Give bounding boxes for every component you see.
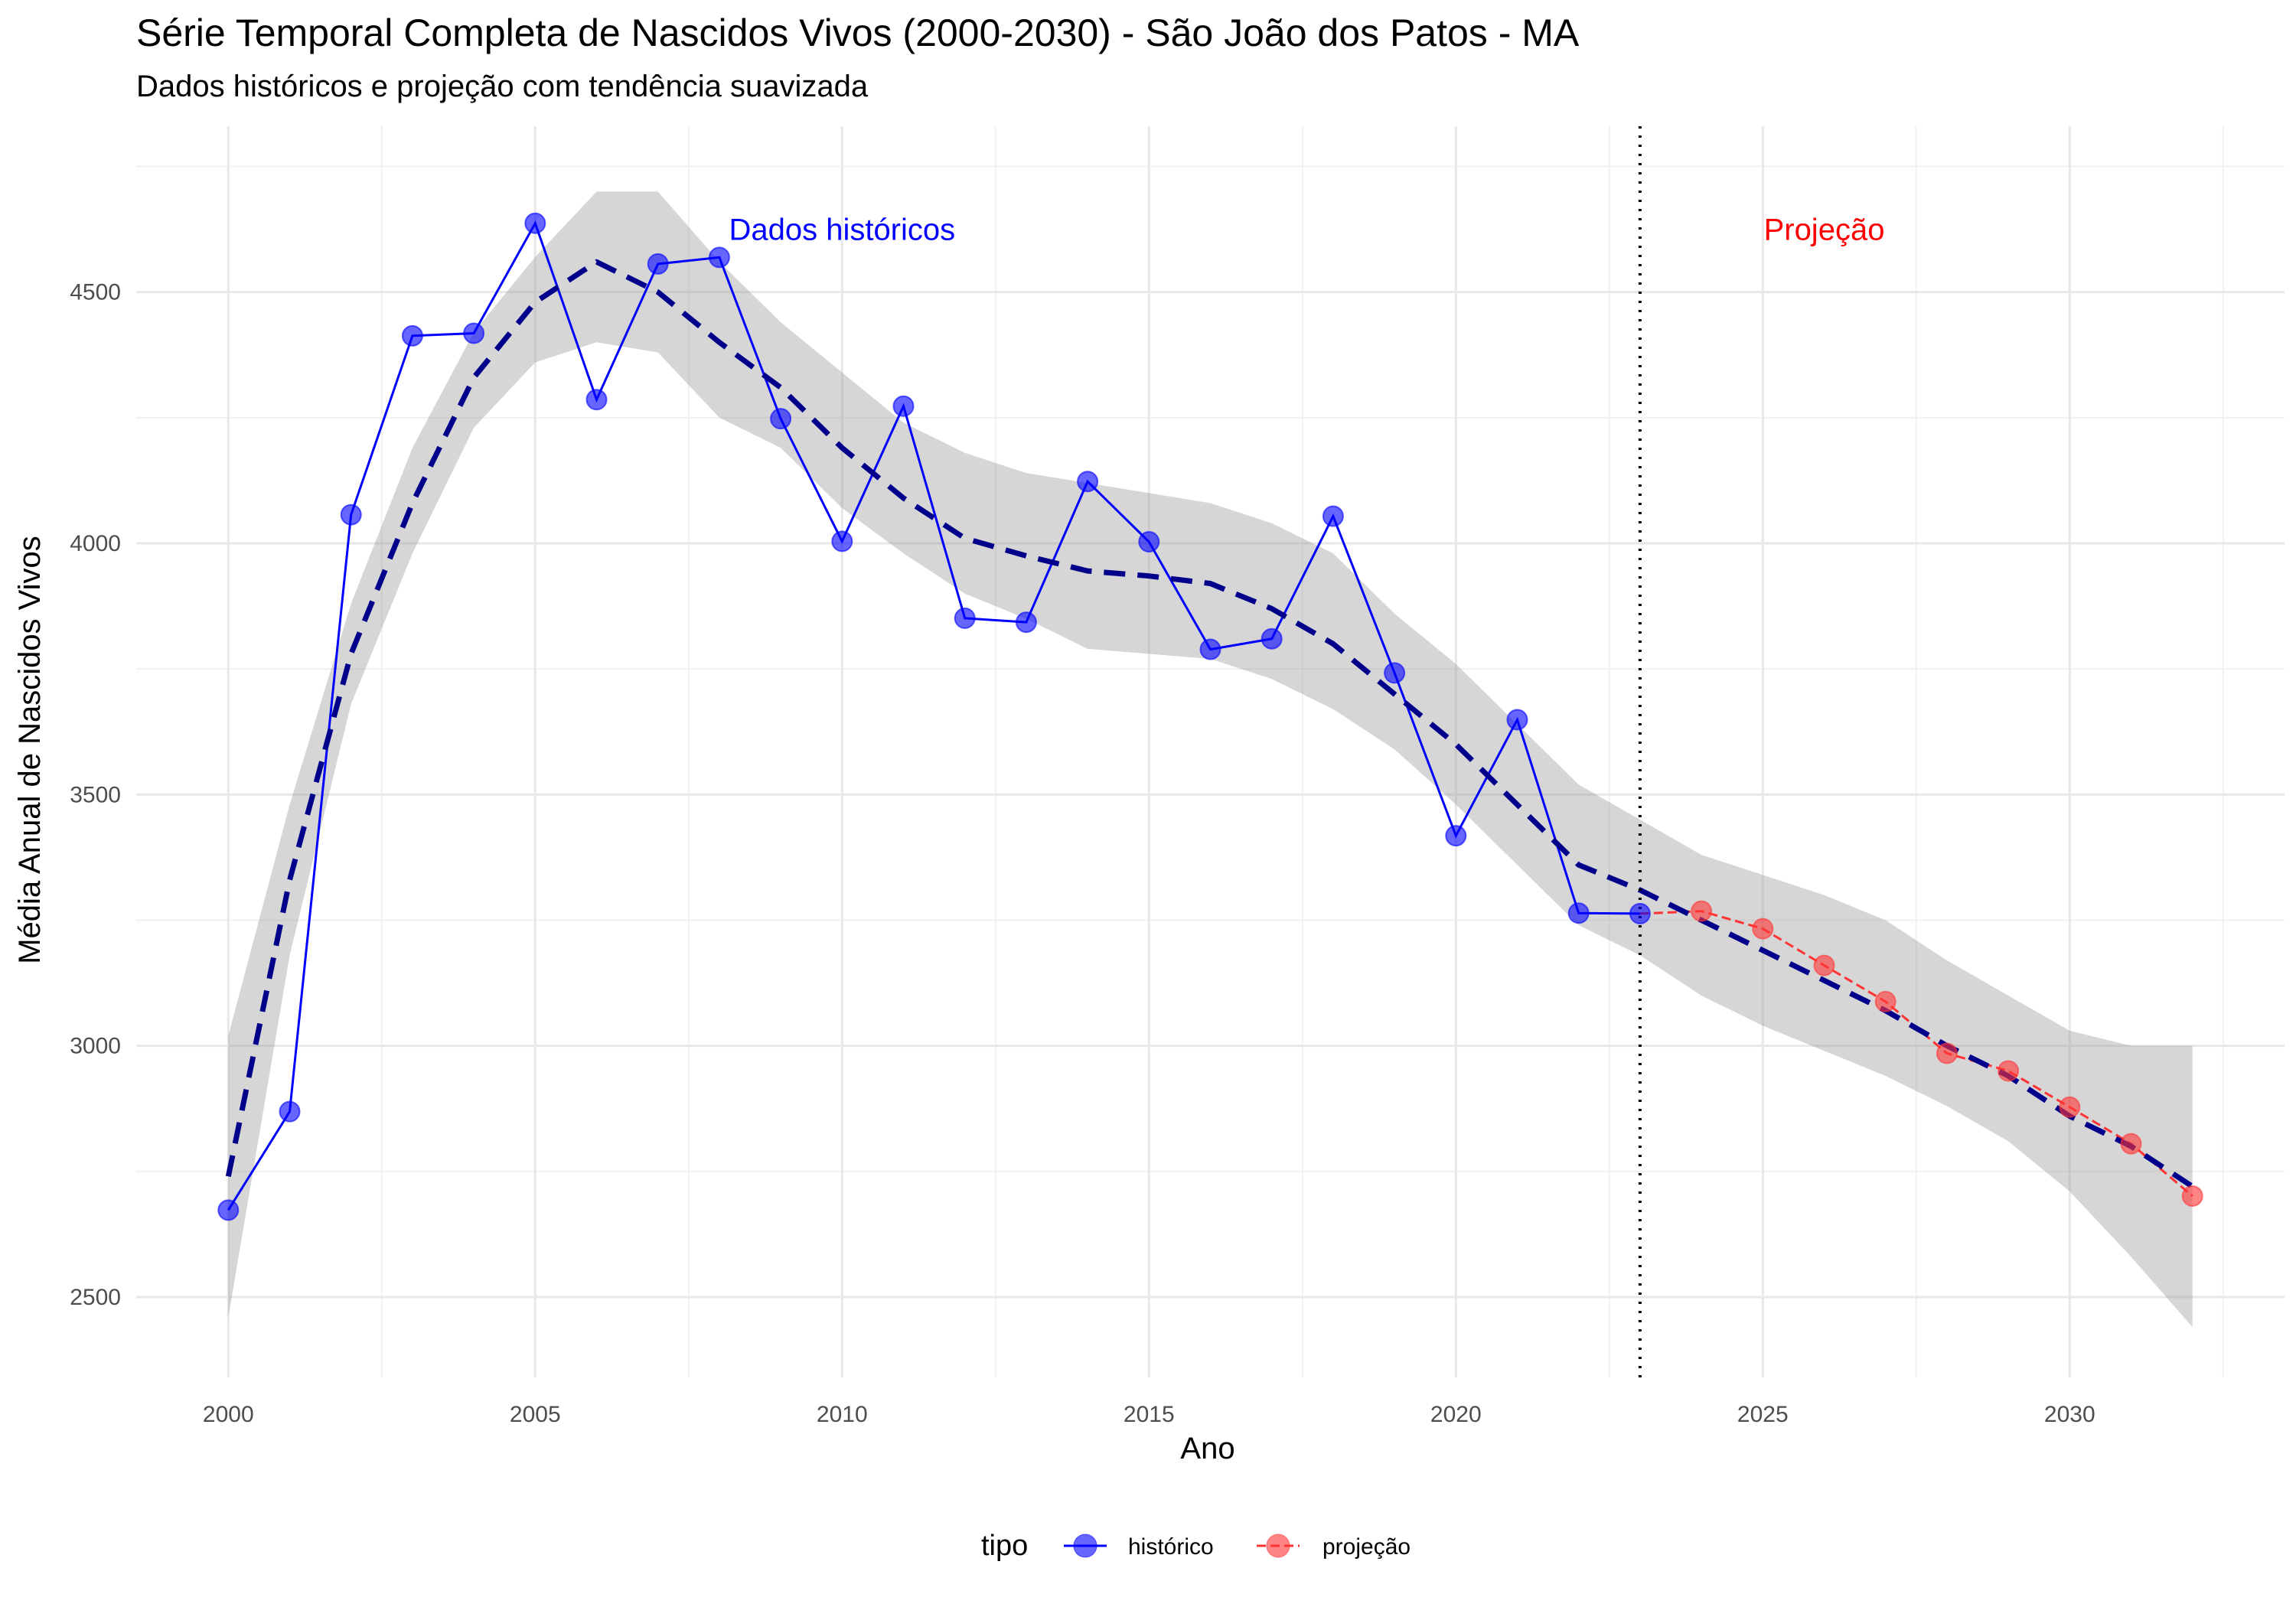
data-point-historico: [401, 324, 423, 347]
chart-subtitle: Dados históricos e projeção com tendênci…: [136, 70, 869, 103]
trend-line-path: [225, 259, 2194, 1189]
data-point-projecao: [1936, 1042, 1958, 1064]
legend: tipo histórico projeção: [981, 1530, 1411, 1562]
x-tick-label: 2025: [1737, 1402, 1789, 1427]
x-axis-ticks: 2000 2005 2010 2015 2020 2025 2030: [203, 1402, 2095, 1427]
data-point-historico: [279, 1100, 301, 1123]
legend-key-point-historico: [1073, 1534, 1097, 1558]
grid-minor: [136, 126, 2285, 1377]
chart-title: Série Temporal Completa de Nascidos Vivo…: [136, 11, 1580, 54]
data-point-projecao: [1752, 918, 1774, 940]
data-point-historico: [217, 1199, 240, 1221]
data-point-historico: [1567, 902, 1590, 924]
data-point-historico: [892, 395, 915, 417]
data-point-historico: [463, 322, 485, 344]
data-point-projecao: [1691, 900, 1713, 922]
annotations: Dados históricos Projeção: [729, 214, 1884, 247]
data-point-historico: [1629, 902, 1651, 924]
y-tick-label: 3000: [70, 1034, 121, 1059]
legend-title: tipo: [981, 1530, 1028, 1562]
data-point-historico: [1199, 638, 1221, 660]
data-point-historico: [708, 246, 730, 269]
x-axis-title: Ano: [1180, 1432, 1234, 1465]
data-point-projecao: [1874, 990, 1896, 1012]
trend-line: [225, 259, 2194, 1189]
data-point-historico: [1322, 505, 1344, 527]
grid-major: [136, 126, 2285, 1377]
legend-key-point-projecao: [1266, 1534, 1290, 1558]
x-tick-label: 2005: [510, 1402, 561, 1427]
legend-label-projecao: projeção: [1322, 1534, 1411, 1560]
y-tick-label: 4500: [70, 280, 121, 305]
data-point-historico: [954, 607, 976, 629]
legend-item-projecao: projeção: [1257, 1534, 1411, 1560]
data-point-projecao: [1998, 1060, 2020, 1082]
data-point-projecao: [2181, 1185, 2203, 1207]
data-point-historico: [647, 253, 669, 275]
confidence-band: [228, 191, 2193, 1328]
y-tick-label: 2500: [70, 1285, 121, 1310]
data-point-historico: [585, 389, 608, 411]
legend-item-historico: histórico: [1064, 1534, 1214, 1560]
data-point-historico: [340, 504, 362, 526]
data-point-historico: [831, 530, 853, 553]
data-point-historico: [1015, 611, 1037, 634]
y-axis-title: Média Anual de Nascidos Vivos: [13, 536, 47, 964]
data-point-projecao: [1813, 954, 1835, 976]
data-point-historico: [1261, 627, 1283, 650]
data-points: [217, 212, 2203, 1221]
data-point-projecao: [2059, 1096, 2081, 1118]
data-point-historico: [1445, 825, 1467, 847]
data-point-projecao: [2120, 1133, 2142, 1155]
y-axis-ticks: 2500 3000 3500 4000 4500: [70, 280, 121, 1310]
x-tick-label: 2010: [817, 1402, 868, 1427]
data-point-historico: [1506, 709, 1528, 731]
legend-label-historico: histórico: [1128, 1534, 1214, 1560]
data-point-historico: [524, 212, 546, 234]
annotation-label: Projeção: [1764, 214, 1885, 247]
x-tick-label: 2015: [1124, 1402, 1175, 1427]
data-point-historico: [1138, 531, 1160, 553]
y-tick-label: 4000: [70, 531, 121, 556]
annotation-label: Dados históricos: [729, 214, 955, 247]
x-tick-label: 2000: [203, 1402, 254, 1427]
data-point-historico: [1384, 662, 1406, 684]
x-tick-label: 2020: [1430, 1402, 1482, 1427]
x-tick-label: 2030: [2044, 1402, 2095, 1427]
data-point-historico: [1077, 471, 1099, 493]
data-point-historico: [770, 408, 792, 430]
y-tick-label: 3500: [70, 782, 121, 807]
confidence-band-area: [228, 191, 2193, 1328]
